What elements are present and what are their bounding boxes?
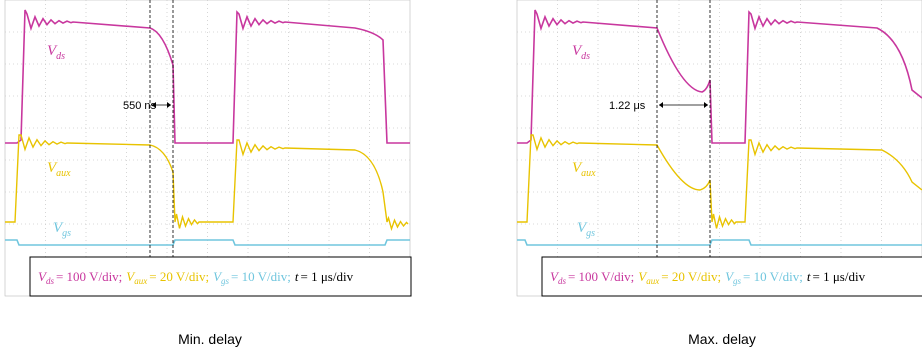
scale-value: = 100 V/div; <box>56 269 122 284</box>
scale-symbol: t <box>295 269 299 284</box>
scale-subscript: aux <box>134 276 147 286</box>
panel-caption: Max. delay <box>688 331 756 347</box>
trace-subscript: ds <box>581 51 590 62</box>
trace-subscript: ds <box>56 51 65 62</box>
trace-subscript: aux <box>581 168 596 179</box>
scale-value: = 1 μs/div <box>301 269 354 284</box>
scale-subscript: aux <box>646 276 659 286</box>
delay-label: 1.22 μs <box>609 100 646 112</box>
delay-label: 550 ns <box>123 100 157 112</box>
scale-subscript: gs <box>733 276 742 286</box>
scale-subscript: ds <box>46 276 55 286</box>
scale-value: = 1 μs/div <box>813 269 866 284</box>
scale-text: Vds= 100 V/div;Vaux= 20 V/div;Vgs= 10 V/… <box>550 269 866 286</box>
scale-value: = 10 V/div; <box>743 269 803 284</box>
figure: 550 nsVdsVauxVgsVds= 100 V/div;Vaux= 20 … <box>0 0 922 351</box>
scale-value: = 100 V/div; <box>568 269 634 284</box>
trace-subscript: gs <box>62 228 71 239</box>
scale-subscript: gs <box>221 276 230 286</box>
scale-symbol: t <box>807 269 811 284</box>
scale-value: = 20 V/div; <box>149 269 209 284</box>
trace-subscript: aux <box>56 168 71 179</box>
scale-value: = 20 V/div; <box>661 269 721 284</box>
scale-value: = 10 V/div; <box>231 269 291 284</box>
scale-subscript: ds <box>558 276 567 286</box>
scale-text: Vds= 100 V/div;Vaux= 20 V/div;Vgs= 10 V/… <box>38 269 354 286</box>
panel-caption: Min. delay <box>178 331 242 347</box>
trace-subscript: gs <box>586 228 595 239</box>
